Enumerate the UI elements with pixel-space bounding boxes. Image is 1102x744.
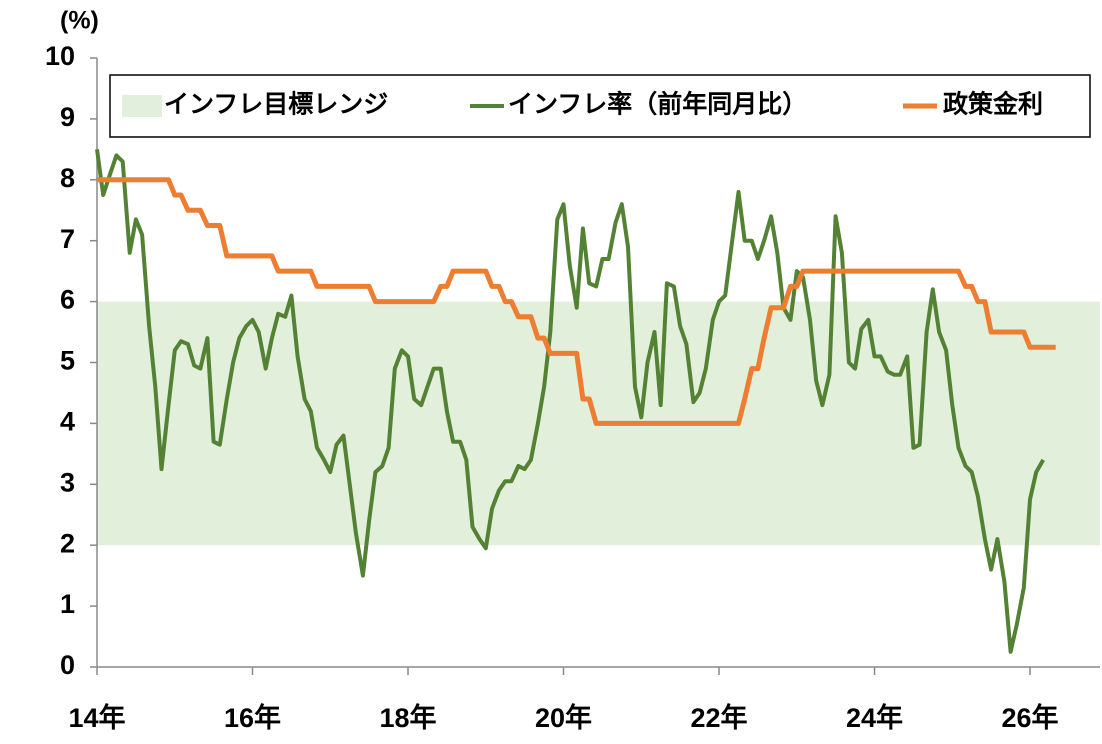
y-tick-label: 6 <box>60 285 75 315</box>
x-tick-label: 26年 <box>1001 702 1058 733</box>
x-tick-label: 20年 <box>535 702 592 733</box>
y-tick-label: 4 <box>60 407 75 437</box>
legend-label: インフレ率（前年同月比） <box>508 90 807 119</box>
y-tick-label: 7 <box>60 224 75 254</box>
y-axis-label: (%) <box>60 7 99 35</box>
x-tick-label: 22年 <box>690 702 747 733</box>
y-tick-label: 2 <box>60 528 75 558</box>
legend-swatch <box>122 95 162 117</box>
series-line <box>95 149 1045 654</box>
x-tick-label: 18年 <box>379 702 436 733</box>
x-tick-label: 14年 <box>68 702 125 733</box>
y-tick-label: 10 <box>45 41 75 71</box>
x-tick-label: 24年 <box>846 702 903 733</box>
legend-label: 政策金利 <box>943 90 1043 119</box>
legend-label: インフレ目標レンジ <box>164 91 388 119</box>
y-tick-label: 0 <box>60 650 75 680</box>
y-tick-label: 5 <box>60 346 75 376</box>
x-tick-label: 16年 <box>224 702 281 733</box>
y-tick-label: 8 <box>60 163 75 193</box>
y-tick-label: 9 <box>60 102 75 132</box>
y-tick-label: 3 <box>60 467 75 497</box>
y-tick-label: 1 <box>60 589 75 619</box>
series-line <box>97 177 1056 426</box>
